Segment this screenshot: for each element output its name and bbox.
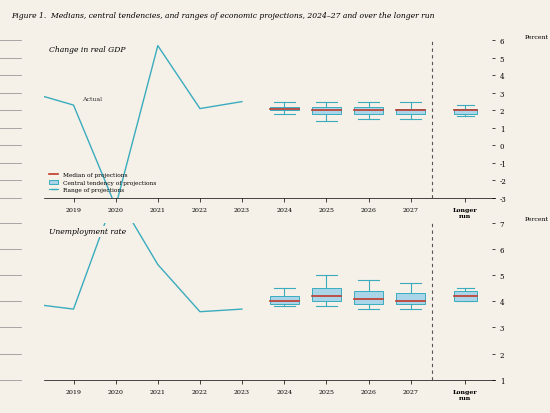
Bar [312,107,341,114]
Text: Figure 1.  Medians, central tendencies, and ranges of economic projections, 2024: Figure 1. Medians, central tendencies, a… [11,12,434,20]
Bar [454,109,477,114]
Bar [454,291,477,301]
Text: Percent: Percent [525,35,549,40]
Bar [312,288,341,301]
Bar [270,107,299,111]
Text: Actual: Actual [82,97,102,102]
Bar [354,291,383,304]
Bar [270,296,299,304]
Bar [396,109,426,114]
Text: Change in real GDP: Change in real GDP [48,46,125,54]
Legend: Median of projections, Central tendency of projections, Range of projections: Median of projections, Central tendency … [47,170,158,195]
Text: Unemployment rate: Unemployment rate [48,228,125,236]
Bar [396,294,426,304]
Bar [354,107,383,114]
Text: Percent: Percent [525,216,549,221]
